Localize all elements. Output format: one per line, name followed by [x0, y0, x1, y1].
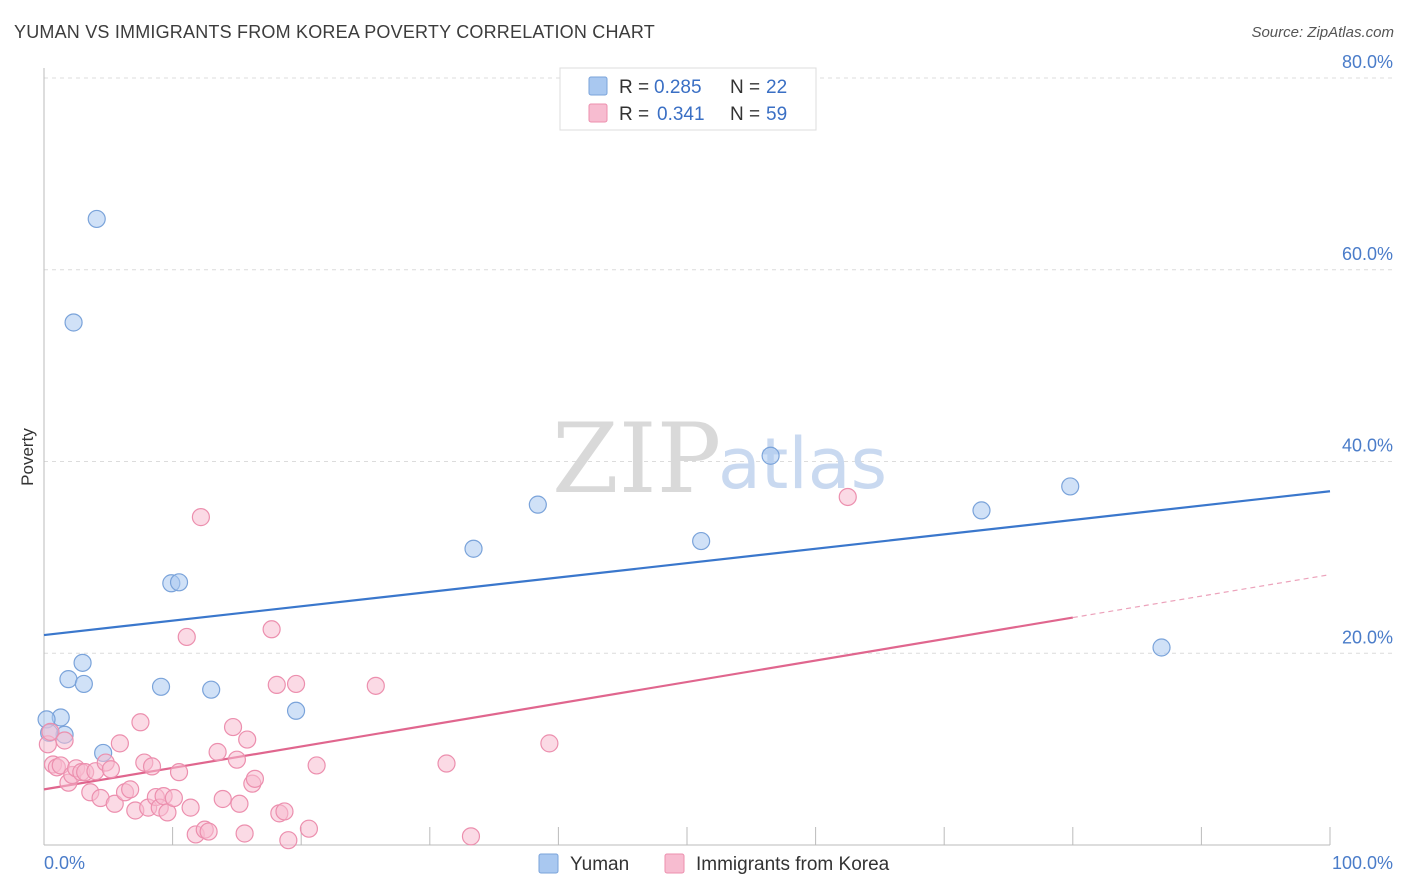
- point-korea: [279, 831, 298, 850]
- y-tick-label: 40.0%: [1342, 436, 1393, 456]
- point-korea: [105, 794, 124, 813]
- chart-title: YUMAN VS IMMIGRANTS FROM KOREA POVERTY C…: [14, 22, 655, 42]
- point-korea: [199, 822, 218, 841]
- legend-n-label-yuman: N =: [730, 77, 760, 98]
- point-yuman: [64, 313, 83, 332]
- legend-n-value-yuman: 22: [766, 77, 787, 98]
- point-korea: [110, 734, 129, 753]
- legend-n-value-korea: 59: [766, 104, 787, 125]
- point-korea: [286, 674, 306, 694]
- y-tick-label: 60.0%: [1342, 244, 1393, 264]
- point-korea: [169, 763, 189, 782]
- x-tick-label-min: 0.0%: [44, 853, 85, 873]
- point-korea: [177, 627, 196, 647]
- point-yuman: [692, 531, 711, 551]
- legend-bottom: Yuman Immigrants from Korea: [538, 853, 890, 875]
- y-tick-label: 80.0%: [1342, 52, 1393, 72]
- point-korea: [142, 757, 162, 776]
- point-yuman: [761, 446, 780, 465]
- point-korea: [838, 487, 857, 507]
- point-korea: [307, 756, 326, 775]
- legend-n-label-korea: N =: [730, 104, 760, 125]
- point-korea: [461, 827, 481, 846]
- y-tick-label: 20.0%: [1342, 627, 1393, 647]
- point-korea: [121, 780, 140, 799]
- point-korea: [223, 717, 243, 737]
- trend-lines: [43, 490, 1331, 791]
- point-yuman: [169, 573, 189, 592]
- watermark-atlas: atlas: [718, 423, 887, 505]
- y-tick-labels: 20.0% 40.0% 60.0% 80.0%: [1342, 52, 1393, 647]
- x-tick-labels: 0.0% 100.0%: [44, 853, 1393, 873]
- legend-swatch-yuman: [588, 76, 608, 96]
- point-korea: [41, 722, 60, 741]
- legend-bottom-label-korea: Immigrants from Korea: [696, 854, 890, 875]
- point-yuman: [73, 653, 92, 672]
- trend-line-yuman: [43, 490, 1331, 637]
- point-korea: [131, 713, 150, 732]
- source-label: Source: ZipAtlas.com: [1251, 24, 1394, 41]
- point-korea: [55, 731, 74, 750]
- point-yuman: [59, 670, 78, 689]
- legend-r-value-yuman: 0.285: [654, 77, 702, 98]
- point-korea: [245, 769, 265, 788]
- point-korea: [164, 788, 183, 808]
- grid-lines: [44, 77, 1392, 654]
- point-korea: [275, 802, 294, 821]
- point-korea: [540, 734, 559, 753]
- point-korea: [101, 760, 120, 779]
- watermark-zip: ZIP: [552, 403, 721, 515]
- point-yuman: [528, 495, 547, 514]
- legend-r-label-korea: R =: [619, 104, 649, 125]
- legend-bottom-label-yuman: Yuman: [570, 854, 629, 875]
- point-korea: [267, 675, 286, 694]
- point-korea: [191, 508, 210, 527]
- legend-bottom-swatch-yuman: [538, 853, 559, 874]
- point-korea: [230, 794, 249, 813]
- legend-swatch-korea: [588, 103, 608, 123]
- data-points: [37, 209, 1171, 850]
- point-korea: [437, 754, 456, 773]
- trend-line-extension-korea: [1072, 574, 1331, 619]
- point-yuman: [202, 680, 221, 699]
- point-korea: [213, 789, 232, 809]
- point-yuman: [74, 674, 93, 694]
- legend-r-value-korea: 0.341: [657, 104, 705, 125]
- legend-bottom-swatch-korea: [664, 853, 685, 874]
- point-yuman: [286, 701, 306, 720]
- point-korea: [299, 819, 319, 838]
- point-yuman: [151, 677, 171, 696]
- point-korea: [366, 676, 385, 695]
- point-korea: [181, 798, 200, 817]
- point-korea: [208, 742, 227, 762]
- legend-r-label-yuman: R =: [619, 77, 649, 98]
- x-tick-label-max: 100.0%: [1332, 853, 1393, 873]
- point-korea: [262, 620, 281, 639]
- legend-top: R = 0.285 N = 22 R = 0.341 N = 59: [559, 67, 817, 131]
- point-korea: [238, 730, 257, 749]
- trend-line-korea: [43, 616, 1073, 791]
- point-yuman: [1152, 638, 1171, 657]
- point-korea: [235, 824, 254, 843]
- point-yuman: [87, 209, 106, 229]
- point-yuman: [464, 539, 483, 558]
- point-yuman: [972, 501, 991, 520]
- point-yuman: [1061, 477, 1080, 496]
- y-axis-label: Poverty: [18, 428, 37, 486]
- point-korea: [227, 750, 246, 769]
